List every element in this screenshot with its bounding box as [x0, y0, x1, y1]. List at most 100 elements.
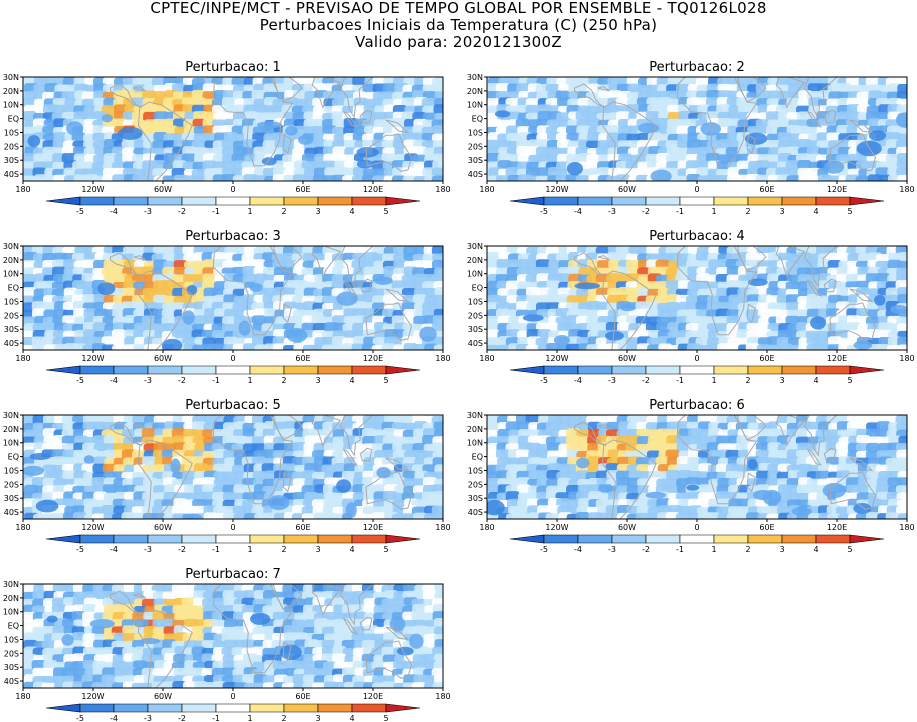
colorbar-segment: [283, 196, 319, 206]
colorbar-segment: [543, 534, 579, 544]
colorbar-segment: [283, 534, 319, 544]
colorbar-segment: [181, 703, 217, 713]
colorbar-segment: [113, 365, 149, 375]
lon-tick-label: 0: [230, 354, 235, 363]
lon-tick-label: 180: [15, 185, 30, 194]
colorbar-segment: [747, 196, 783, 206]
panel-3: Perturbacao: 3 30N 20N 10N EQ 10S 20S 30S 40S 180…: [3, 229, 451, 385]
lat-tick-label: 30N: [467, 411, 483, 420]
lat-tick-label: 10S: [468, 128, 483, 137]
colorbar-tick-label: 1: [247, 545, 252, 554]
colorbar: -5 -4 -3 -2 -1 1 2 3 4 5: [45, 534, 421, 554]
colorbar-segment: [283, 703, 319, 713]
colorbar-tick-label: 2: [281, 376, 286, 385]
colorbar-segment: [147, 534, 183, 544]
temperature-field: [23, 246, 443, 350]
colorbar-segment: [385, 703, 421, 713]
figure-subtitle: Perturbacoes Iniciais da Temperatura (C)…: [259, 16, 658, 34]
lon-tick-label: 120W: [81, 523, 104, 532]
colorbar-segment: [849, 534, 885, 544]
lon-tick-label: 120W: [545, 185, 568, 194]
colorbar-tick-label: -4: [574, 545, 582, 554]
lat-tick-label: 30N: [3, 73, 19, 82]
colorbar-tick-label: -1: [212, 207, 220, 216]
lon-tick-label: 180: [479, 185, 494, 194]
lon-tick-label: 60E: [295, 692, 310, 701]
lat-tick-label: EQ: [8, 284, 19, 293]
lat-tick-label: 10S: [4, 635, 19, 644]
lat-tick-label: 30N: [3, 411, 19, 420]
colorbar-segment: [317, 703, 353, 713]
lat-tick-label: 10N: [467, 101, 483, 110]
lat-tick-label: 30S: [468, 325, 483, 334]
colorbar-tick-label: 4: [813, 376, 818, 385]
colorbar-tick-label: 3: [315, 207, 320, 216]
colorbar-segment: [181, 196, 217, 206]
lon-tick-label: 60E: [759, 354, 774, 363]
lon-tick-label: 60E: [295, 185, 310, 194]
temperature-field: [487, 77, 907, 181]
lat-tick-label: 30S: [4, 663, 19, 672]
lon-tick-label: 180: [899, 185, 914, 194]
panel-title: Perturbacao: 4: [649, 229, 744, 244]
colorbar-tick-label: -1: [212, 545, 220, 554]
coastlines: [110, 77, 413, 181]
lat-tick-label: 20S: [4, 142, 19, 151]
panel-6: Perturbacao: 6 30N 20N 10N EQ 10S 20S 30S 40S 180…: [467, 398, 915, 554]
lat-tick-label: 10S: [4, 297, 19, 306]
colorbar-segment: [781, 365, 817, 375]
lon-tick-label: 0: [230, 523, 235, 532]
colorbar-tick-label: 4: [813, 207, 818, 216]
panel-1: Perturbacao: 1 30N 20N 10N EQ 10S 20S 30S 40S 180…: [3, 60, 451, 216]
colorbar-segment: [147, 196, 183, 206]
colorbar-tick-label: -1: [212, 376, 220, 385]
lat-tick-label: 30S: [468, 494, 483, 503]
colorbar-tick-label: 5: [847, 545, 852, 554]
lat-tick-label: 40S: [4, 170, 19, 179]
colorbar-segment: [679, 534, 715, 544]
lat-tick-label: 10N: [467, 439, 483, 448]
lat-tick-label: 10N: [467, 270, 483, 279]
lat-tick-label: 20N: [467, 425, 483, 434]
colorbar-segment: [79, 196, 115, 206]
lat-tick-label: 20N: [467, 256, 483, 265]
coastlines: [574, 77, 877, 181]
colorbar-segment: [679, 196, 715, 206]
lat-tick-label: 40S: [4, 677, 19, 686]
lon-tick-label: 120W: [81, 692, 104, 701]
colorbar-tick-label: 4: [349, 714, 354, 722]
lat-tick-label: 20N: [3, 594, 19, 603]
colorbar-tick-label: 2: [281, 714, 286, 722]
colorbar-segment: [351, 534, 387, 544]
lon-tick-label: 120E: [363, 523, 383, 532]
colorbar: -5 -4 -3 -2 -1 1 2 3 4 5: [509, 196, 885, 216]
colorbar-segment: [113, 703, 149, 713]
colorbar-segment: [509, 365, 545, 375]
colorbar-tick-label: 3: [315, 545, 320, 554]
lat-tick-label: 30N: [467, 242, 483, 251]
colorbar-tick-label: 3: [315, 714, 320, 722]
lat-tick-label: 10N: [3, 270, 19, 279]
lat-tick-label: 20S: [4, 649, 19, 658]
temperature-field: [23, 415, 443, 519]
colorbar-segment: [215, 534, 251, 544]
colorbar-tick-label: 5: [383, 376, 388, 385]
lon-tick-label: 120W: [545, 354, 568, 363]
colorbar: -5 -4 -3 -2 -1 1 2 3 4 5: [45, 196, 421, 216]
lon-tick-label: 0: [694, 185, 699, 194]
lon-tick-label: 120E: [363, 692, 383, 701]
lon-tick-label: 180: [479, 354, 494, 363]
colorbar-tick-label: 1: [247, 207, 252, 216]
colorbar-tick-label: -2: [642, 376, 650, 385]
colorbar-segment: [317, 196, 353, 206]
lat-tick-label: 20N: [3, 425, 19, 434]
colorbar: -5 -4 -3 -2 -1 1 2 3 4 5: [45, 703, 421, 722]
colorbar-segment: [79, 365, 115, 375]
panel-7: Perturbacao: 7 30N 20N 10N EQ 10S 20S 30S 40S 180…: [3, 567, 451, 722]
panel-title: Perturbacao: 6: [649, 398, 744, 413]
lon-tick-label: 180: [435, 354, 450, 363]
colorbar-segment: [45, 703, 81, 713]
panel-title: Perturbacao: 2: [649, 60, 744, 75]
lat-tick-label: 10S: [468, 297, 483, 306]
colorbar-tick-label: 1: [711, 207, 716, 216]
